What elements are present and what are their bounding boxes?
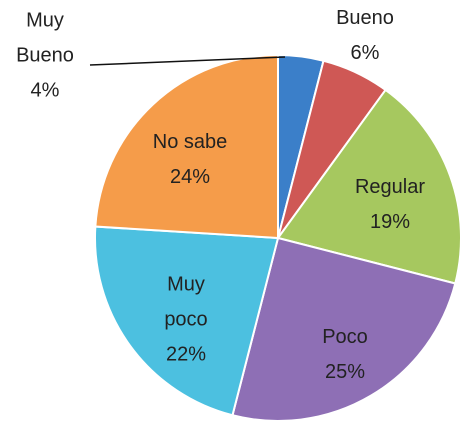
pie-slice bbox=[94, 53, 279, 240]
value-label: 22% bbox=[165, 343, 207, 366]
value-label: 19% bbox=[369, 211, 411, 233]
category-label: No sabe bbox=[152, 131, 228, 153]
value-label: 6% bbox=[350, 42, 380, 64]
category-label: Muy poco bbox=[164, 273, 208, 331]
slice-label: No sabe 24% bbox=[135, 125, 245, 195]
slice-label: Muy poco 22% bbox=[151, 268, 221, 373]
pie-slice bbox=[231, 236, 457, 422]
slice-label: Bueno 6% bbox=[325, 1, 405, 71]
slice-label: Poco 25% bbox=[300, 320, 390, 390]
value-label: 4% bbox=[30, 79, 60, 102]
category-label: Bueno bbox=[336, 7, 394, 29]
slice-label: Muy Bueno 4% bbox=[5, 4, 85, 109]
slice-label: Regular 19% bbox=[340, 170, 440, 240]
value-label: 24% bbox=[169, 166, 211, 188]
category-label: Muy Bueno bbox=[16, 9, 74, 67]
leader-line bbox=[89, 56, 286, 66]
value-label: 25% bbox=[324, 361, 366, 383]
category-label: Regular bbox=[354, 176, 426, 198]
pie-slice bbox=[94, 225, 280, 417]
pie-slice bbox=[276, 88, 462, 285]
category-label: Poco bbox=[322, 326, 368, 348]
